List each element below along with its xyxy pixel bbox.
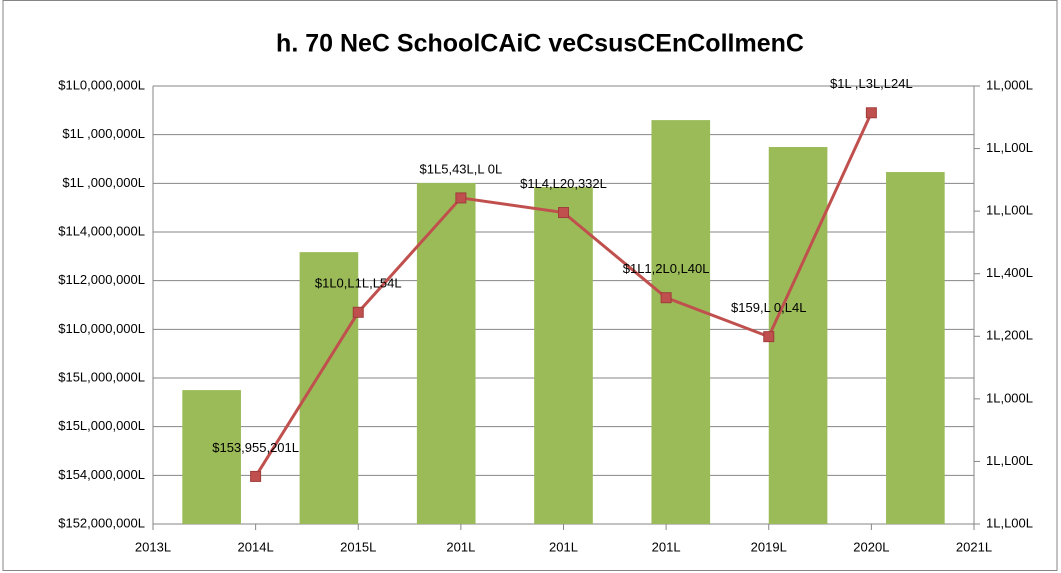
- y2-tick-label: 1L,000L: [986, 77, 1033, 92]
- line-marker: [660, 292, 672, 304]
- y-tick-label: $154,000,000L: [58, 467, 145, 482]
- line-marker: [250, 470, 262, 482]
- bar: [182, 390, 241, 524]
- y-tick-label: $1L0,000,000L: [58, 321, 145, 336]
- x-tick-label: 2021L: [956, 539, 992, 554]
- data-label: $1L4,L20,332L: [520, 176, 607, 191]
- data-label: $1L0,L1L,L54L: [315, 276, 402, 291]
- bar: [768, 147, 828, 524]
- x-tick-label: 2015L: [340, 539, 376, 554]
- bar: [651, 120, 711, 524]
- data-label: $159,L 0,L4L: [731, 300, 806, 315]
- x-tick-label: 201L: [652, 539, 681, 554]
- x-tick-label: 2019L: [751, 539, 787, 554]
- y2-tick-label: 1L,400L: [986, 265, 1033, 280]
- y2-tick-label: 1L,L00L: [986, 203, 1033, 218]
- line-marker: [455, 192, 467, 204]
- line-marker: [558, 207, 569, 219]
- y-tick-label: $1L2,000,000L: [58, 272, 145, 287]
- y-tick-label: $1L4,000,000L: [58, 223, 145, 238]
- y-tick-label: $152,000,000L: [58, 515, 145, 530]
- data-label: $1L1,2L0,L40L: [623, 261, 710, 276]
- chart-title: h. 70 NeC SchoolCAiC veCsusCEnCollmenC: [276, 30, 804, 58]
- y2-tick-label: 1L,L00L: [986, 453, 1033, 468]
- y-tick-label: $1L0,000,000L: [58, 77, 145, 92]
- bar: [416, 182, 476, 524]
- y2-tick-label: 1L,200L: [986, 328, 1033, 343]
- y2-tick-label: 1L,000L: [986, 390, 1033, 405]
- y-tick-label: $1L ,000,000L: [62, 175, 145, 190]
- x-tick-label: 201L: [446, 539, 475, 554]
- y2-tick-label: 1L,L00L: [986, 515, 1033, 530]
- y-tick-label: $15L,000,000L: [58, 369, 145, 384]
- bar: [534, 187, 593, 524]
- x-tick-label: 2014L: [238, 539, 274, 554]
- y-tick-label: $1L ,000,000L: [62, 126, 145, 141]
- x-tick-label: 201L: [549, 539, 578, 554]
- line-marker: [865, 107, 877, 119]
- data-label: $1L ,L3L,L24L: [830, 76, 913, 91]
- data-label: $1L5,43L,L 0L: [420, 161, 503, 176]
- y2-tick-label: 1L,L00L: [986, 140, 1033, 155]
- y-tick-label: $15L,000,000L: [58, 418, 145, 433]
- line-marker: [763, 331, 775, 343]
- x-tick-label: 2020L: [853, 539, 889, 554]
- bar: [886, 172, 945, 525]
- x-tick-label: 2013L: [135, 539, 171, 554]
- line-marker: [352, 306, 364, 318]
- data-label: $153,955,201L: [212, 440, 299, 455]
- bar: [299, 252, 359, 524]
